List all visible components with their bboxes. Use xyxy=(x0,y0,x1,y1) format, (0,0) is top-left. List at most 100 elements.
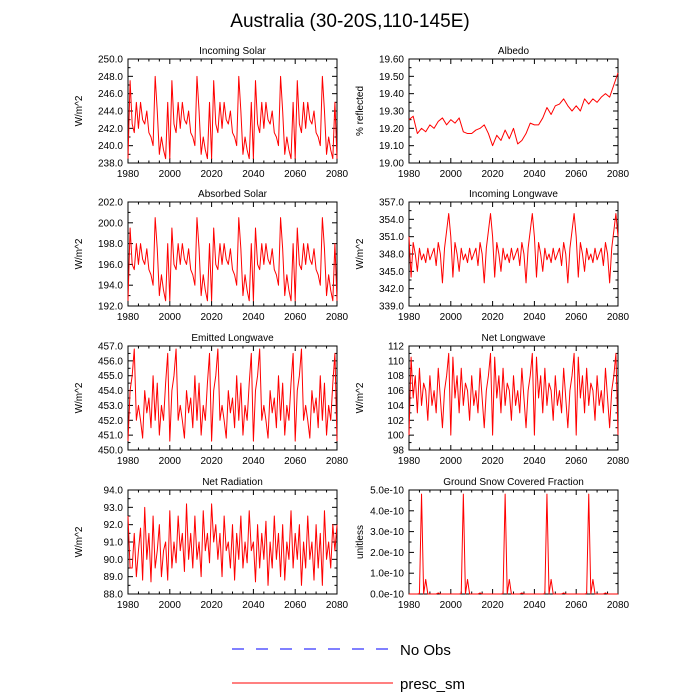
albedo-ytick-label: 19.00 xyxy=(379,159,404,170)
net-longwave-ytick-label: 106 xyxy=(387,386,404,397)
ground-snow-covered-fraction-xtick-label: 2020 xyxy=(481,600,504,611)
net-radiation-ytick-label: 94.0 xyxy=(104,486,124,497)
incoming-longwave-xtick-label: 2000 xyxy=(440,312,463,323)
panel-albedo: Albedo 1980 2000 2020 2040 2060 2080 19.00 19.10… xyxy=(355,46,630,180)
absorbed-solar-ytick-label: 196.0 xyxy=(98,260,123,271)
net-radiation-ytick-label: 91.0 xyxy=(104,538,124,549)
ground-snow-covered-fraction-ytick-label: 3.0e-10 xyxy=(370,527,404,538)
panel-emitted-longwave: Emitted Longwave 1980 2000 2020 2040 2060 2080… xyxy=(74,333,349,467)
ground-snow-covered-fraction-ytick-label: 2.0e-10 xyxy=(370,548,404,559)
net-radiation-xtick-label: 2080 xyxy=(326,600,349,611)
net-longwave-xtick-label: 2040 xyxy=(523,456,546,467)
absorbed-solar-xtick-label: 1980 xyxy=(117,312,140,323)
incoming-longwave-xtick-label: 2020 xyxy=(481,312,504,323)
incoming-solar-ytick-label: 240.0 xyxy=(98,141,123,152)
emitted-longwave-xtick-label: 2080 xyxy=(326,456,349,467)
incoming-longwave-title: Incoming Longwave xyxy=(469,189,558,200)
ground-snow-covered-fraction-ytick-label: 0.0e-10 xyxy=(370,590,404,601)
net-longwave-ytick-label: 110 xyxy=(388,356,404,367)
ground-snow-covered-fraction-ylabel: unitless xyxy=(355,525,366,559)
legend-label-no-obs: No Obs xyxy=(400,642,451,659)
incoming-solar-xtick-label: 2080 xyxy=(326,169,349,180)
emitted-longwave-ytick-label: 457.0 xyxy=(98,342,123,353)
absorbed-solar-ytick-label: 198.0 xyxy=(98,239,123,250)
emitted-longwave-ytick-label: 454.0 xyxy=(98,386,123,397)
net-radiation-ytick-label: 90.0 xyxy=(104,555,124,566)
net-radiation-ylabel: W/m^2 xyxy=(74,526,85,557)
albedo-xtick-label: 2080 xyxy=(607,169,630,180)
emitted-longwave-series-presc-sm xyxy=(127,348,338,442)
net-radiation-xtick-label: 2060 xyxy=(284,600,307,611)
albedo-title: Albedo xyxy=(498,46,530,57)
incoming-solar-ytick-label: 248.0 xyxy=(98,72,123,83)
ground-snow-covered-fraction-xtick-label: 2060 xyxy=(565,600,588,611)
incoming-solar-ytick-label: 250.0 xyxy=(98,55,123,66)
net-radiation-ytick-label: 88.0 xyxy=(104,590,124,601)
incoming-longwave-xtick-label: 2060 xyxy=(565,312,588,323)
ground-snow-covered-fraction-xtick-label: 1980 xyxy=(398,600,421,611)
incoming-solar-xtick-label: 2060 xyxy=(284,169,307,180)
emitted-longwave-xtick-label: 2000 xyxy=(159,456,182,467)
albedo-ytick-label: 19.60 xyxy=(379,55,404,66)
net-radiation-xtick-label: 2020 xyxy=(200,600,223,611)
absorbed-solar-xtick-label: 2080 xyxy=(326,312,349,323)
albedo-xtick-label: 2060 xyxy=(565,169,588,180)
figure-title: Australia (30-20S,110-145E) xyxy=(230,11,469,32)
net-longwave-xtick-label: 2000 xyxy=(440,456,463,467)
absorbed-solar-xtick-label: 2060 xyxy=(284,312,307,323)
net-radiation-frame xyxy=(127,489,338,595)
ground-snow-covered-fraction-ytick-label: 5.0e-10 xyxy=(370,486,404,497)
legend: No Obs presc_sm xyxy=(232,642,465,693)
incoming-longwave-xtick-label: 1980 xyxy=(398,312,421,323)
ground-snow-covered-fraction-title: Ground Snow Covered Fraction xyxy=(443,477,584,488)
net-radiation-ytick-label: 92.0 xyxy=(104,520,124,531)
emitted-longwave-ytick-label: 450.0 xyxy=(98,446,123,457)
panel-absorbed-solar: Absorbed Solar 1980 2000 2020 2040 2060 2080 19… xyxy=(74,189,349,323)
incoming-longwave-ytick-label: 345.0 xyxy=(379,267,404,278)
net-longwave-series-presc-sm xyxy=(408,352,619,436)
incoming-solar-ylabel: W/m^2 xyxy=(74,95,85,126)
net-longwave-ytick-label: 112 xyxy=(388,342,404,353)
emitted-longwave-title: Emitted Longwave xyxy=(191,333,274,344)
incoming-longwave-xtick-label: 2040 xyxy=(523,312,546,323)
incoming-solar-ytick-label: 238.0 xyxy=(98,159,123,170)
ground-snow-covered-fraction-xtick-label: 2080 xyxy=(607,600,630,611)
panels: Incoming Solar 1980 2000 2020 2040 2060 2080 23… xyxy=(74,46,630,611)
emitted-longwave-xtick-label: 2060 xyxy=(284,456,307,467)
net-longwave-ylabel: W/m^2 xyxy=(355,382,366,413)
emitted-longwave-ytick-label: 452.0 xyxy=(98,416,123,427)
incoming-solar-ytick-label: 242.0 xyxy=(98,124,123,135)
net-longwave-title: Net Longwave xyxy=(482,333,546,344)
net-radiation-xtick-label: 2000 xyxy=(159,600,182,611)
net-radiation-series-presc-sm xyxy=(127,503,338,586)
incoming-longwave-ytick-label: 339.0 xyxy=(379,302,404,313)
incoming-longwave-ytick-label: 357.0 xyxy=(379,198,404,209)
legend-label-presc-sm: presc_sm xyxy=(400,676,465,693)
net-radiation-ytick-label: 89.0 xyxy=(104,572,124,583)
albedo-ylabel: % reflected xyxy=(355,86,366,136)
net-longwave-ytick-label: 108 xyxy=(387,371,404,382)
panel-incoming-longwave: Incoming Longwave 1980 2000 2020 2040 2060 208… xyxy=(355,189,630,323)
incoming-longwave-xtick-label: 2080 xyxy=(607,312,630,323)
albedo-xtick-label: 2000 xyxy=(440,169,463,180)
net-longwave-xtick-label: 2020 xyxy=(481,456,504,467)
net-longwave-xtick-label: 2080 xyxy=(607,456,630,467)
absorbed-solar-ytick-label: 192.0 xyxy=(98,302,123,313)
panel-net-longwave: Net Longwave 1980 2000 2020 2040 2060 2080 98 10… xyxy=(355,333,630,467)
absorbed-solar-ytick-label: 194.0 xyxy=(98,281,123,292)
emitted-longwave-ytick-label: 455.0 xyxy=(98,371,123,382)
absorbed-solar-ytick-label: 200.0 xyxy=(98,218,123,229)
albedo-ytick-label: 19.10 xyxy=(379,141,404,152)
incoming-solar-series-presc-sm xyxy=(127,75,338,160)
incoming-solar-title: Incoming Solar xyxy=(199,46,266,57)
panel-incoming-solar: Incoming Solar 1980 2000 2020 2040 2060 2080 23… xyxy=(74,46,349,180)
albedo-ytick-label: 19.50 xyxy=(379,72,404,83)
net-longwave-ytick-label: 102 xyxy=(387,416,404,427)
net-radiation-ytick-label: 93.0 xyxy=(104,503,124,514)
incoming-solar-ytick-label: 244.0 xyxy=(98,107,123,118)
absorbed-solar-xtick-label: 2000 xyxy=(159,312,182,323)
emitted-longwave-xtick-label: 1980 xyxy=(117,456,140,467)
net-longwave-ytick-label: 104 xyxy=(387,401,404,412)
net-longwave-ytick-label: 98 xyxy=(393,446,405,457)
